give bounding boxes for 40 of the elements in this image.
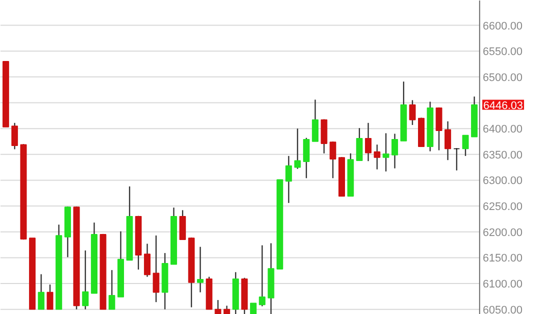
candlestick [214, 299, 222, 314]
candlestick [144, 243, 151, 278]
y-tick-label: 6550.00 [482, 46, 522, 58]
y-tick-label: 6150.00 [482, 252, 522, 265]
candlestick [356, 127, 363, 162]
candlestick [250, 302, 257, 314]
y-tick-label: 6200.00 [482, 226, 522, 239]
candlestick [108, 269, 116, 310]
candlestick [391, 133, 398, 169]
candlestick [258, 244, 266, 307]
candlestick [374, 144, 380, 170]
y-tick-label: 6600.00 [482, 20, 522, 32]
y-tick-label: 6250.00 [482, 201, 522, 214]
candlestick [294, 128, 301, 170]
candlestick [285, 155, 292, 204]
candlestick [444, 120, 452, 161]
candlestick [152, 234, 160, 303]
candlestick [312, 99, 318, 142]
candlestick [197, 246, 204, 293]
candlestick [11, 122, 18, 150]
candlestick [382, 132, 390, 172]
text: 6446.03 [483, 100, 524, 112]
candlestick [303, 137, 310, 179]
candlestick [462, 134, 469, 157]
y-tick-label: 6400.00 [482, 124, 522, 136]
y-tick-label: 6500.00 [482, 72, 522, 84]
candlestick [453, 148, 460, 172]
candlestick [46, 284, 54, 310]
candlestick [82, 250, 89, 310]
candlestick [364, 122, 372, 162]
y-tick-label: 6300.00 [482, 175, 522, 188]
candlestick [179, 210, 186, 240]
candlestick [409, 100, 416, 126]
candlestick [330, 140, 336, 179]
candlestick [38, 274, 44, 310]
y-tick-label: 6050.00 [482, 304, 522, 314]
y-tick-label: 6350.00 [482, 149, 522, 162]
candlestick [436, 106, 442, 151]
candlestick [320, 118, 328, 154]
y-tick-label: 6100.00 [482, 278, 522, 291]
